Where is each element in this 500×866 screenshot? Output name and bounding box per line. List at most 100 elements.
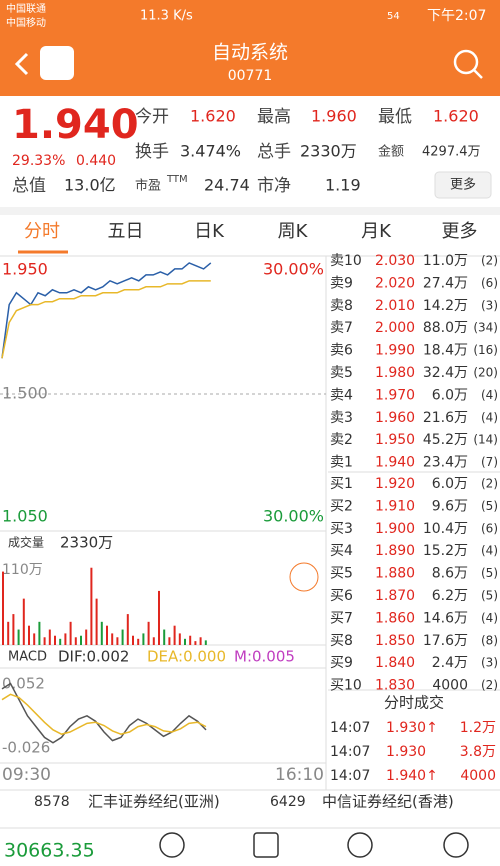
field-value: 1.960 bbox=[311, 107, 357, 126]
back-icon[interactable] bbox=[14, 52, 29, 76]
volume-bar bbox=[28, 625, 30, 645]
tab[interactable]: 更多 bbox=[442, 221, 478, 242]
macd-label: MACD bbox=[8, 650, 47, 665]
more-button[interactable]: 更多 bbox=[450, 177, 476, 193]
volume-bar bbox=[178, 633, 181, 645]
ob-count: (7) bbox=[481, 455, 498, 469]
battery: 54 bbox=[387, 11, 400, 22]
field-label: 总手 bbox=[257, 142, 291, 162]
ob-label: 卖9 bbox=[330, 275, 353, 291]
carrier: 中国移动 bbox=[6, 16, 46, 29]
tab[interactable]: 分时 bbox=[24, 221, 60, 242]
price-line bbox=[1, 262, 212, 359]
volume-bar bbox=[85, 629, 88, 645]
ob-volume: 27.4万 bbox=[423, 275, 468, 291]
trade-volume: 3.8万 bbox=[460, 744, 496, 760]
ob-count: (34) bbox=[473, 321, 498, 335]
search-icon[interactable] bbox=[453, 49, 479, 75]
volume-bar bbox=[12, 614, 15, 645]
ob-volume: 18.4万 bbox=[423, 343, 468, 359]
ob-label: 卖1 bbox=[330, 455, 353, 471]
field-label: 今开 bbox=[135, 107, 169, 127]
y-tick-label: 110万 bbox=[2, 562, 43, 578]
ob-price: 1.990 bbox=[375, 343, 415, 359]
expand-icon[interactable] bbox=[289, 562, 319, 592]
dea: DEA:0.000 bbox=[147, 648, 226, 666]
field-value: 13.0亿 bbox=[64, 176, 116, 195]
ob-volume: 6.2万 bbox=[432, 588, 468, 604]
trade-icon[interactable] bbox=[159, 832, 185, 858]
volume-bar bbox=[199, 637, 202, 645]
ob-price: 1.980 bbox=[375, 365, 415, 381]
volume-bar bbox=[189, 635, 192, 645]
ob-label: 卖5 bbox=[330, 365, 353, 381]
ob-label: 卖8 bbox=[330, 298, 353, 314]
ob-price: 2.010 bbox=[375, 298, 415, 314]
volume-bar bbox=[48, 629, 51, 645]
ob-count: (6) bbox=[481, 276, 498, 290]
ob-count: (2) bbox=[481, 678, 498, 692]
ob-volume: 11.0万 bbox=[423, 253, 468, 269]
divider bbox=[0, 207, 500, 215]
ob-label: 卖2 bbox=[330, 432, 353, 448]
tab[interactable]: 周K bbox=[278, 221, 309, 242]
app-logo bbox=[40, 46, 74, 80]
ob-count: (6) bbox=[481, 521, 498, 535]
volume-bar bbox=[132, 635, 134, 645]
ob-label: 卖7 bbox=[330, 320, 353, 336]
ob-label: 卖10 bbox=[330, 253, 362, 269]
pct-label: 30.00% bbox=[263, 260, 324, 279]
y-tick-label: 0.052 bbox=[2, 675, 45, 693]
more-button[interactable] bbox=[434, 171, 492, 199]
trade-time: 14:07 bbox=[330, 768, 370, 784]
edit-icon[interactable] bbox=[253, 832, 279, 858]
y-tick-label: 1.950 bbox=[2, 260, 48, 279]
volume-bar bbox=[204, 640, 207, 645]
ob-price: 1.900 bbox=[375, 521, 415, 537]
ob-volume: 6.0万 bbox=[432, 387, 468, 403]
search-icon bbox=[473, 69, 483, 79]
ob-count: (8) bbox=[481, 633, 498, 647]
volume-bar bbox=[142, 633, 145, 645]
volume-bar bbox=[158, 590, 160, 645]
ob-label: 买6 bbox=[330, 588, 353, 604]
ob-volume: 14.2万 bbox=[423, 298, 468, 314]
volume-bar bbox=[22, 598, 25, 645]
ob-volume: 21.6万 bbox=[423, 410, 468, 426]
y-tick-label: 1.500 bbox=[2, 384, 48, 403]
ob-count: (2) bbox=[481, 254, 498, 268]
ob-price: 1.950 bbox=[375, 432, 415, 448]
ob-volume: 14.6万 bbox=[423, 610, 468, 626]
field-label: 总值 bbox=[12, 176, 46, 196]
ob-label: 买1 bbox=[330, 476, 353, 492]
ob-volume: 10.4万 bbox=[423, 521, 468, 537]
time-label: 16:10 bbox=[275, 765, 324, 785]
tab[interactable]: 月K bbox=[361, 221, 392, 242]
clock: 下午2:07 bbox=[427, 8, 486, 24]
ob-price: 1.860 bbox=[375, 610, 415, 626]
volume-bar bbox=[95, 598, 98, 645]
ob-price: 1.960 bbox=[375, 410, 415, 426]
volume-bar bbox=[121, 629, 124, 645]
field-value: 1.19 bbox=[325, 176, 361, 195]
volume-bar bbox=[17, 629, 20, 645]
volume-bar bbox=[69, 621, 72, 645]
tab[interactable]: 五日 bbox=[108, 221, 144, 242]
ob-price: 1.890 bbox=[375, 543, 415, 559]
ob-price: 1.920 bbox=[375, 476, 415, 492]
menu-icon[interactable] bbox=[443, 832, 469, 858]
share-icon[interactable] bbox=[347, 832, 373, 858]
carrier: 中国联通 bbox=[6, 2, 46, 15]
change: 0.440 bbox=[76, 153, 116, 169]
tab[interactable]: 日K bbox=[194, 221, 225, 242]
ob-price: 1.850 bbox=[375, 633, 415, 649]
volume-bar bbox=[59, 638, 62, 645]
field-label: 市盈 bbox=[135, 178, 161, 194]
volume-bar bbox=[116, 637, 119, 645]
ob-volume: 6.0万 bbox=[432, 476, 468, 492]
volume-bar bbox=[7, 621, 10, 645]
ob-count: (14) bbox=[473, 433, 498, 447]
field-value: 24.74 bbox=[204, 176, 250, 195]
